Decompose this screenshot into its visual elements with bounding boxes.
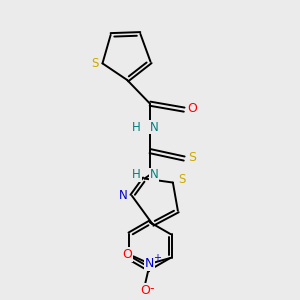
Text: S: S bbox=[188, 151, 196, 164]
Text: O: O bbox=[188, 102, 197, 115]
Text: N: N bbox=[150, 121, 159, 134]
Text: S: S bbox=[92, 57, 99, 70]
Text: H: H bbox=[132, 121, 141, 134]
Text: N: N bbox=[145, 257, 154, 270]
Text: H: H bbox=[132, 168, 141, 181]
Text: O: O bbox=[140, 284, 150, 297]
Text: S: S bbox=[178, 173, 185, 186]
Text: +: + bbox=[153, 253, 161, 263]
Text: N: N bbox=[150, 168, 159, 181]
Text: -: - bbox=[150, 282, 154, 295]
Text: N: N bbox=[119, 189, 128, 202]
Text: O: O bbox=[123, 248, 132, 261]
